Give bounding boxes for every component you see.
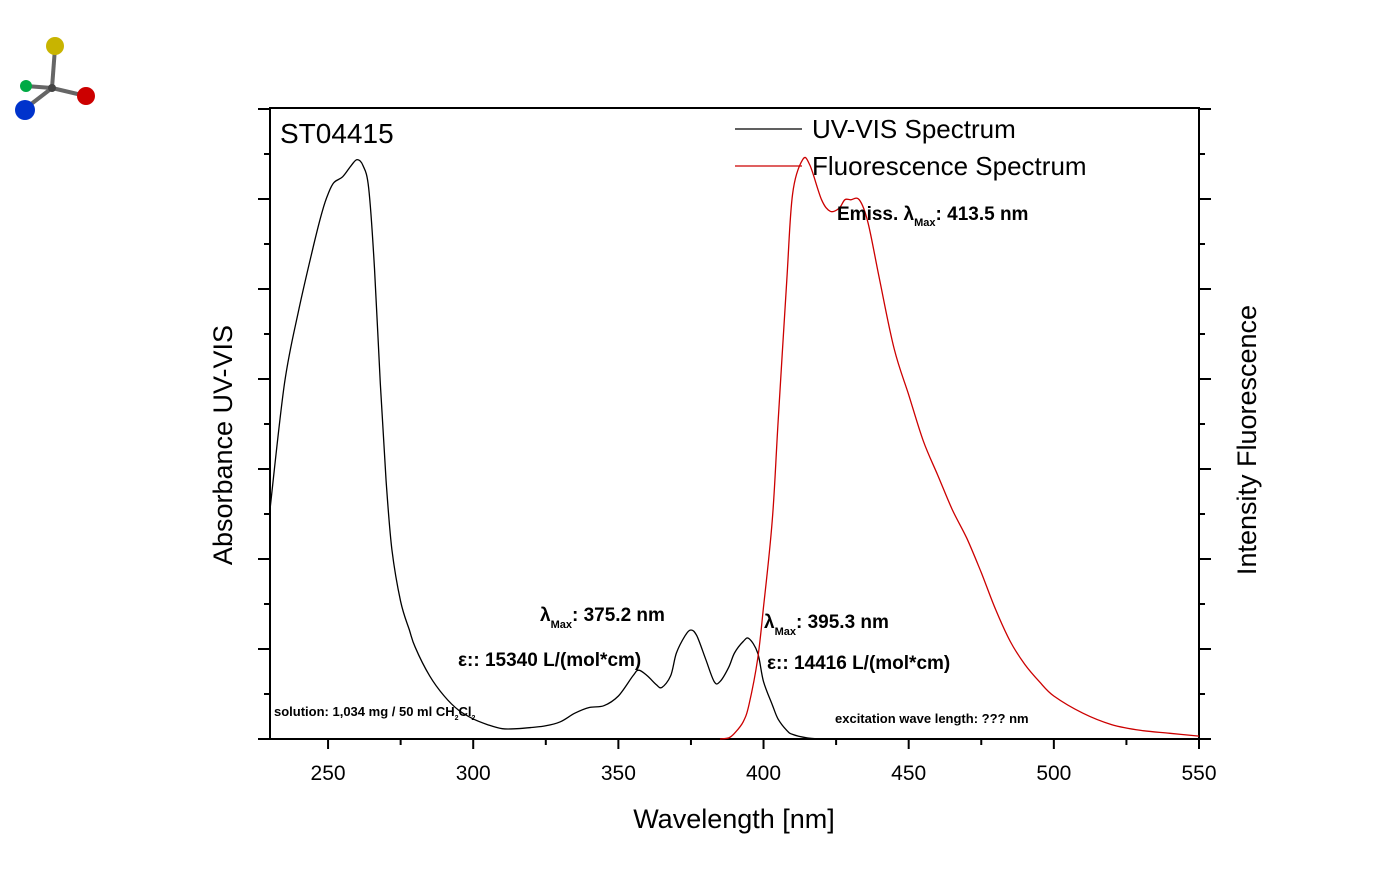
- y-axis-label-left: Absorbance UV-VIS: [208, 325, 238, 565]
- uv-vis-series-line: [269, 158, 822, 740]
- plot-frame: [269, 107, 1200, 740]
- axis-ticks: [258, 108, 1211, 749]
- legend: UV-VIS Spectrum Fluorescence Spectrum: [735, 114, 1087, 181]
- fluorescence-series-line: [719, 156, 1200, 740]
- annotation-lambda-max-395: λMax: 395.3 nm: [764, 612, 889, 638]
- annotation-lambda-max-375: λMax: 375.2 nm: [540, 605, 665, 631]
- y-axis-label-right: Intensity Fluorescence: [1232, 305, 1262, 575]
- series-layer: [269, 156, 1200, 740]
- x-tick-label: 550: [1181, 762, 1216, 785]
- annotation-excitation: excitation wave length: ??? nm: [835, 711, 1029, 726]
- x-axis-label: Wavelength [nm]: [633, 804, 835, 834]
- chart-title: ST04415: [280, 118, 394, 149]
- x-tick-labels: 250 300 350 400 450 500 550: [311, 762, 1217, 785]
- x-tick-label: 300: [456, 762, 491, 785]
- annotation-solution: solution: 1,034 mg / 50 ml CH2Cl2: [274, 704, 476, 722]
- x-tick-label: 400: [746, 762, 781, 785]
- annotation-epsilon-15340: ε:: 15340 L/(mol*cm): [458, 650, 641, 671]
- annotation-emission-max: Emiss. λMax: 413.5 nm: [837, 204, 1028, 229]
- legend-label-uv: UV-VIS Spectrum: [812, 114, 1016, 144]
- x-tick-label: 450: [891, 762, 926, 785]
- x-tick-label: 500: [1036, 762, 1071, 785]
- x-tick-label: 250: [311, 762, 346, 785]
- legend-label-fluorescence: Fluorescence Spectrum: [812, 151, 1087, 181]
- annotation-epsilon-14416: ε:: 14416 L/(mol*cm): [767, 653, 950, 674]
- x-tick-label: 350: [601, 762, 636, 785]
- molecule-logo-icon: [15, 37, 95, 120]
